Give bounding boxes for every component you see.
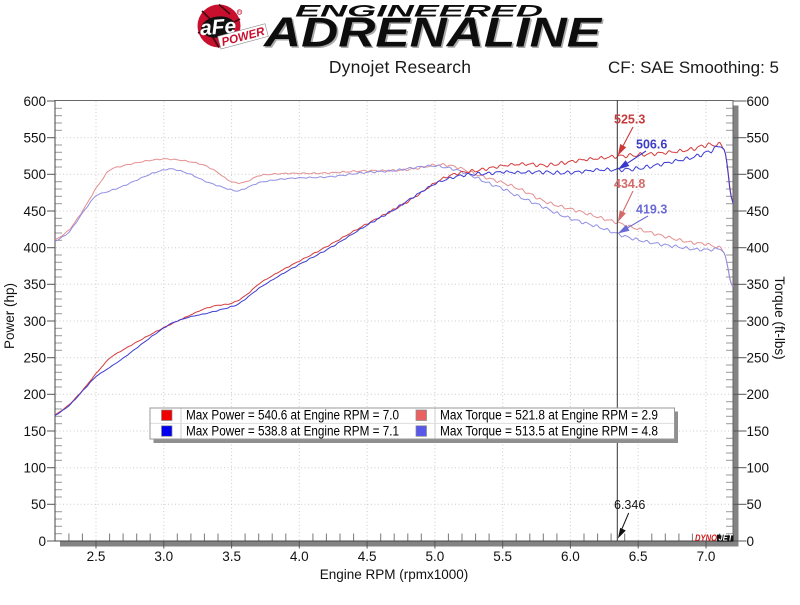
svg-text:6.0: 6.0	[561, 549, 580, 564]
svg-text:419.3: 419.3	[636, 203, 667, 217]
svg-text:ADRENALINE: ADRENALINE	[263, 9, 604, 56]
svg-text:300: 300	[747, 314, 770, 329]
svg-text:550: 550	[747, 131, 770, 146]
svg-text:2.5: 2.5	[87, 549, 106, 564]
svg-text:150: 150	[747, 424, 770, 439]
svg-text:CF: SAE Smoothing: 5: CF: SAE Smoothing: 5	[608, 58, 779, 77]
svg-text:Power (hp): Power (hp)	[2, 283, 17, 349]
svg-text:4.5: 4.5	[358, 549, 377, 564]
svg-text:250: 250	[747, 351, 770, 366]
svg-text:3.0: 3.0	[154, 549, 173, 564]
svg-text:500: 500	[23, 167, 46, 182]
svg-text:Max Torque = 513.5 at Engine R: Max Torque = 513.5 at Engine RPM = 4.8	[440, 424, 658, 439]
svg-text:6.346: 6.346	[614, 498, 645, 512]
svg-text:R: R	[238, 10, 241, 15]
svg-text:50: 50	[747, 497, 762, 512]
svg-text:0: 0	[38, 534, 46, 549]
svg-text:350: 350	[23, 277, 46, 292]
svg-text:Torque (ft-lbs): Torque (ft-lbs)	[772, 276, 787, 359]
svg-text:525.3: 525.3	[614, 113, 645, 127]
svg-text:200: 200	[747, 387, 770, 402]
svg-text:506.6: 506.6	[636, 138, 667, 152]
svg-text:ENGINEERED: ENGINEERED	[295, 3, 543, 21]
svg-text:5.5: 5.5	[493, 549, 512, 564]
svg-text:50: 50	[31, 497, 46, 512]
svg-text:Dynojet Research: Dynojet Research	[329, 57, 471, 77]
svg-text:500: 500	[747, 167, 770, 182]
svg-text:600: 600	[747, 94, 770, 109]
svg-text:350: 350	[747, 277, 770, 292]
svg-text:400: 400	[747, 241, 770, 256]
svg-text:Engine RPM (rpmx1000): Engine RPM (rpmx1000)	[320, 567, 469, 582]
svg-text:450: 450	[747, 204, 770, 219]
svg-text:JET: JET	[719, 533, 734, 543]
svg-text:6.5: 6.5	[629, 549, 648, 564]
svg-text:100: 100	[23, 461, 46, 476]
svg-text:100: 100	[747, 461, 770, 476]
svg-text:400: 400	[23, 241, 46, 256]
svg-text:3.5: 3.5	[222, 549, 241, 564]
svg-text:7.0: 7.0	[697, 549, 716, 564]
svg-text:200: 200	[23, 387, 46, 402]
svg-text:ADRENALINE: ADRENALINE	[264, 10, 605, 57]
svg-text:0: 0	[747, 534, 755, 549]
svg-text:300: 300	[23, 314, 46, 329]
svg-text:450: 450	[23, 204, 46, 219]
svg-text:Max Torque = 521.8 at Engine R: Max Torque = 521.8 at Engine RPM = 2.9	[440, 408, 658, 423]
svg-text:250: 250	[23, 351, 46, 366]
svg-text:600: 600	[23, 94, 46, 109]
svg-text:4.0: 4.0	[290, 549, 309, 564]
svg-text:Max Power = 538.8 at Engine RP: Max Power = 538.8 at Engine RPM = 7.1	[186, 424, 399, 439]
svg-text:DYNO: DYNO	[695, 533, 717, 544]
svg-text:150: 150	[23, 424, 46, 439]
svg-text:434.8: 434.8	[614, 177, 645, 191]
svg-text:550: 550	[23, 131, 46, 146]
svg-text:5.0: 5.0	[426, 549, 445, 564]
svg-text:Max Power = 540.6 at Engine RP: Max Power = 540.6 at Engine RPM = 7.0	[186, 408, 399, 423]
